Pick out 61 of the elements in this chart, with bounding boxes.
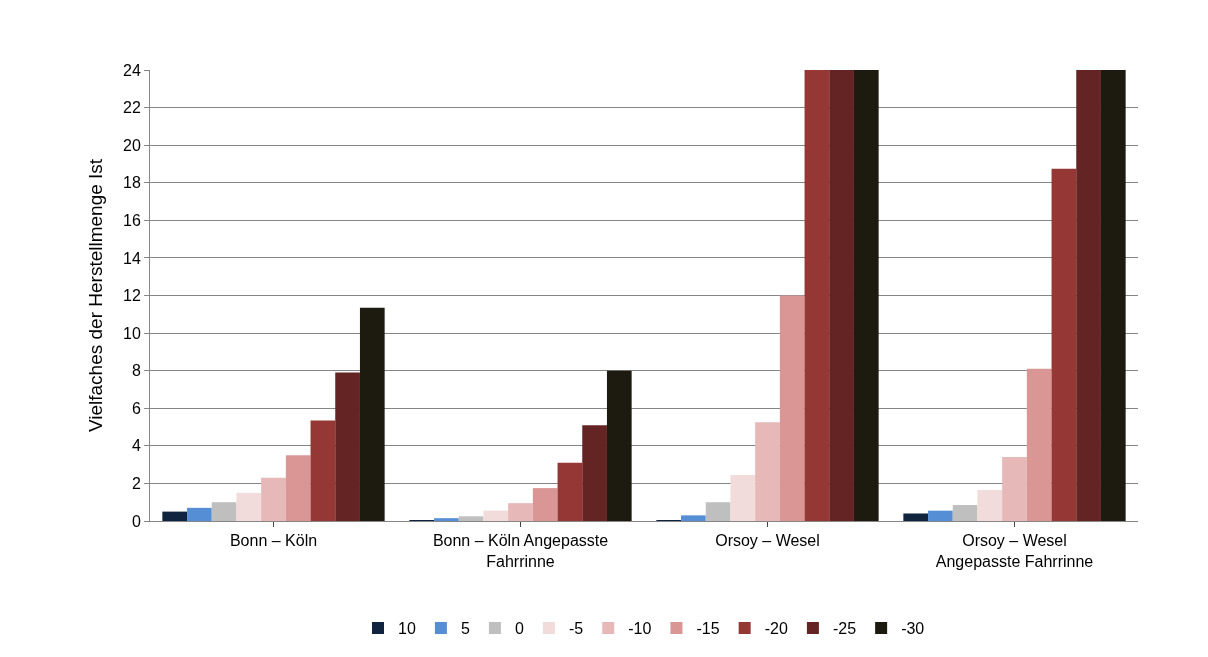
y-tick-label: 12	[123, 287, 141, 305]
y-tick-label: 16	[123, 211, 141, 229]
legend-label: -10	[628, 620, 652, 638]
x-tick-label: Bonn – Köln	[229, 532, 318, 550]
bar	[681, 515, 706, 521]
bar	[804, 70, 830, 521]
y-tick-label: 8	[131, 362, 141, 380]
legend-label: 5	[460, 620, 470, 638]
legend-label: -15	[696, 620, 720, 638]
bar	[1100, 70, 1126, 521]
bar	[359, 307, 385, 521]
bar	[483, 510, 509, 521]
bar	[903, 513, 929, 521]
bar	[458, 516, 484, 521]
x-tick-label: Orsoy – Wesel	[715, 532, 820, 550]
bar	[285, 455, 311, 521]
legend-label: -25	[832, 620, 857, 638]
y-tick-label: 14	[123, 249, 141, 267]
bar	[952, 505, 978, 521]
bar	[162, 511, 188, 521]
bar	[755, 422, 780, 521]
y-tick-label: 24	[123, 61, 141, 79]
y-axis-title: Vielfaches der Herstellmenge Ist	[84, 158, 106, 433]
bar	[187, 507, 212, 521]
y-tick-label: 22	[123, 99, 141, 117]
bar	[508, 503, 533, 521]
y-tick-label: 10	[123, 324, 141, 342]
bar	[1026, 368, 1052, 521]
x-tick-label: Orsoy – Wesel Angepasste Fahrrinne	[935, 532, 1094, 570]
y-tick-label: 4	[131, 437, 141, 455]
y-tick-label: 2	[131, 475, 141, 493]
bar	[434, 518, 459, 521]
x-tick-label: Bonn – Köln Angepasste Fahrrinne	[432, 532, 609, 570]
bar	[335, 372, 360, 521]
bar	[829, 70, 854, 521]
bar	[261, 477, 286, 521]
bar	[779, 295, 805, 521]
bar	[853, 70, 879, 521]
bar	[557, 462, 583, 521]
bar	[606, 370, 632, 521]
bar	[1076, 70, 1101, 521]
bar	[582, 425, 607, 521]
bar	[532, 488, 558, 521]
y-tick-label: 6	[131, 399, 141, 417]
legend-label: -5	[568, 620, 584, 638]
legend-label: -20	[764, 620, 788, 638]
y-tick-label: 20	[123, 136, 141, 154]
bar	[1051, 168, 1077, 521]
bar	[705, 502, 731, 521]
legend-label: 10	[398, 620, 416, 638]
legend-label: 0	[514, 620, 524, 638]
bar	[211, 502, 237, 521]
bar	[310, 420, 336, 521]
y-tick-label: 18	[123, 174, 141, 192]
bar	[977, 489, 1003, 521]
bar	[730, 474, 756, 521]
bar	[236, 492, 262, 521]
bar	[928, 510, 953, 521]
bar	[1002, 457, 1027, 521]
y-tick-label: 0	[131, 512, 141, 530]
legend-label: -30	[901, 620, 925, 638]
